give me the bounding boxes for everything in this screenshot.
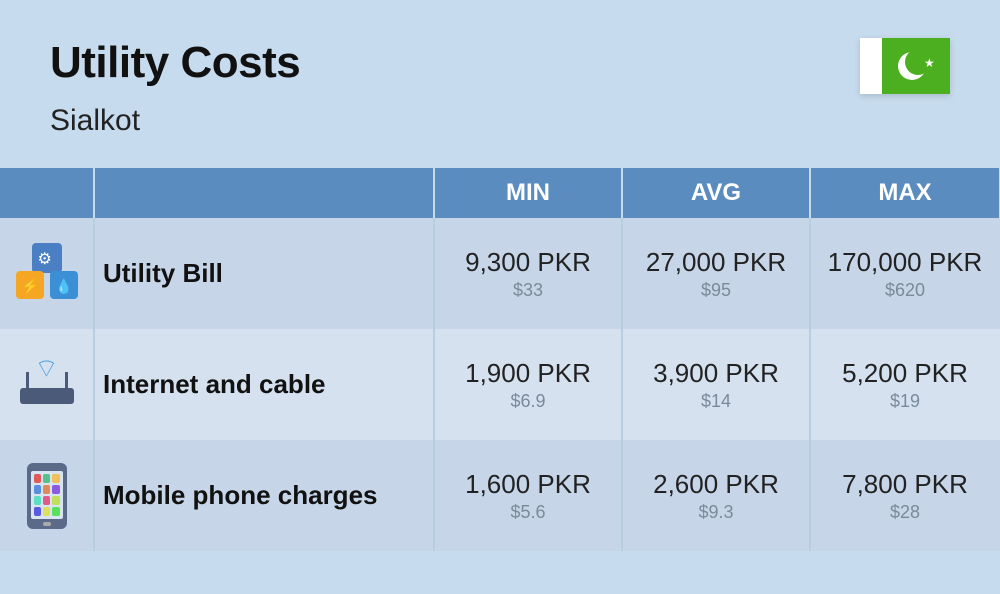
cell-max: 5,200 PKR $19 — [811, 329, 999, 440]
value-usd: $14 — [701, 391, 731, 412]
value-usd: $33 — [513, 280, 543, 301]
th-label — [95, 168, 435, 218]
cell-label: Internet and cable — [95, 329, 435, 440]
cell-label: Utility Bill — [95, 218, 435, 329]
utility-icon: ⚙⚡💧 — [16, 243, 78, 305]
cell-max: 170,000 PKR $620 — [811, 218, 999, 329]
value-pkr: 7,800 PKR — [842, 469, 968, 500]
th-icon — [0, 168, 95, 218]
cell-icon — [0, 440, 95, 551]
value-usd: $5.6 — [510, 502, 545, 523]
value-pkr: 2,600 PKR — [653, 469, 779, 500]
cell-avg: 27,000 PKR $95 — [623, 218, 811, 329]
value-pkr: 1,900 PKR — [465, 358, 591, 389]
value-usd: $9.3 — [698, 502, 733, 523]
cell-avg: 2,600 PKR $9.3 — [623, 440, 811, 551]
value-pkr: 3,900 PKR — [653, 358, 779, 389]
value-pkr: 9,300 PKR — [465, 247, 591, 278]
cell-icon: ⚙⚡💧 — [0, 218, 95, 329]
value-usd: $6.9 — [510, 391, 545, 412]
header: Utility Costs Sialkot ★ — [0, 0, 1000, 168]
th-max: MAX — [811, 168, 999, 218]
table-body: ⚙⚡💧 Utility Bill 9,300 PKR $33 27,000 PK… — [0, 218, 1000, 551]
table-row: Mobile phone charges 1,600 PKR $5.6 2,60… — [0, 440, 1000, 551]
phone-icon — [16, 465, 78, 527]
cell-min: 1,900 PKR $6.9 — [435, 329, 623, 440]
flag-icon: ★ — [860, 38, 950, 94]
value-usd: $19 — [890, 391, 920, 412]
costs-table: MIN AVG MAX ⚙⚡💧 Utility Bill 9,300 PKR $… — [0, 168, 1000, 551]
value-usd: $95 — [701, 280, 731, 301]
cell-min: 1,600 PKR $5.6 — [435, 440, 623, 551]
cell-max: 7,800 PKR $28 — [811, 440, 999, 551]
table-header: MIN AVG MAX — [0, 168, 1000, 218]
value-usd: $28 — [890, 502, 920, 523]
title-block: Utility Costs Sialkot — [50, 38, 300, 138]
table-row: ⚙⚡💧 Utility Bill 9,300 PKR $33 27,000 PK… — [0, 218, 1000, 329]
value-pkr: 27,000 PKR — [646, 247, 786, 278]
table-row: ⌔ Internet and cable 1,900 PKR $6.9 3,90… — [0, 329, 1000, 440]
cell-icon: ⌔ — [0, 329, 95, 440]
th-min: MIN — [435, 168, 623, 218]
page-title: Utility Costs — [50, 38, 300, 88]
th-avg: AVG — [623, 168, 811, 218]
router-icon: ⌔ — [16, 354, 78, 416]
value-pkr: 1,600 PKR — [465, 469, 591, 500]
cell-avg: 3,900 PKR $14 — [623, 329, 811, 440]
value-pkr: 5,200 PKR — [842, 358, 968, 389]
cell-label: Mobile phone charges — [95, 440, 435, 551]
page-subtitle: Sialkot — [50, 104, 300, 138]
value-usd: $620 — [885, 280, 925, 301]
value-pkr: 170,000 PKR — [828, 247, 983, 278]
cell-min: 9,300 PKR $33 — [435, 218, 623, 329]
